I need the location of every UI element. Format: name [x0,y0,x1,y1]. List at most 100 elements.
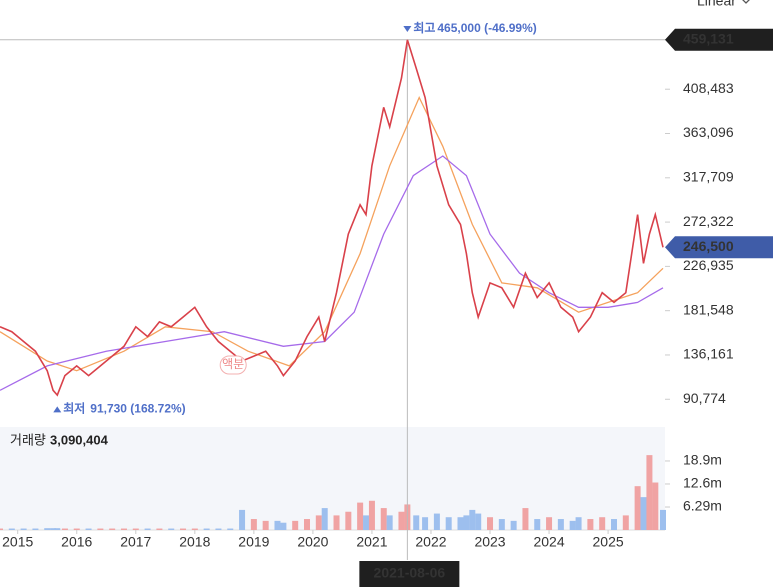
volume-bar [575,517,582,530]
volume-bar [345,511,352,530]
scale-chevron[interactable] [742,0,750,4]
x-tick-label: 2019 [238,534,269,550]
volume-bar [0,528,3,530]
crosshair-date-badge [359,561,460,587]
crosshair-price-label: 459,131 [683,30,734,46]
crosshair-price-badge [665,28,773,51]
volume-bar [239,509,246,530]
volume-bar [368,500,375,530]
volume-bar [457,517,464,530]
crosshair-date-label: 2021-08-06 [374,565,446,581]
volume-bar [646,455,653,530]
y-tick-label: 90,774 [683,390,726,406]
volume-bar [475,513,482,530]
x-tick-label: 2023 [474,534,505,550]
scale-toggle[interactable]: Linear [697,0,736,9]
price-line [0,39,664,397]
volume-bar [422,517,429,530]
volume-bar [522,508,529,530]
volume-bar [85,528,92,530]
volume-bar [20,528,27,530]
volume-bar [97,528,104,530]
high-text: 465,000 (-46.99%) [437,21,536,35]
volume-bar [132,528,139,530]
volume-bar [386,515,393,530]
y-tick-label: 136,161 [683,346,734,362]
volume-bar [587,519,594,530]
volume-bar [109,528,116,530]
volume-current: 3,090,404 [50,432,109,447]
volume-bar [32,528,39,530]
volume-bar [357,502,364,530]
last-price-label: 246,500 [683,238,734,254]
split-label: 액분 [222,357,244,371]
volume-bar [73,528,80,530]
volume-bar [274,520,281,530]
split-badge [219,355,247,375]
volume-title: 거래량 [10,432,46,447]
volume-tick-label: 18.9m [683,452,722,468]
volume-bar [557,519,564,530]
volume-bar [610,519,617,530]
volume-bar [433,513,440,530]
volume-bar [652,482,659,530]
volume-bar [333,515,340,530]
y-tick-label: 272,322 [683,213,734,229]
low-label: 최저 [63,401,85,416]
volume-panel [0,427,665,530]
volume-bar [413,515,420,530]
volume-bar [227,528,234,530]
y-tick-label: 408,483 [683,80,734,96]
x-tick-label: 2018 [179,534,210,550]
volume-bar [398,511,405,530]
volume-bar [469,509,476,530]
low-marker [53,406,62,413]
volume-bar [156,528,163,530]
x-tick-label: 2020 [297,534,328,550]
volume-bar [634,486,641,530]
x-tick-label: 2016 [61,534,92,550]
volume-tick-label: 6.29m [683,498,722,514]
volume-bar [180,528,187,530]
volume-bar [445,517,452,530]
volume-bar [380,508,387,530]
x-tick-label: 2021 [356,534,387,550]
volume-bar [487,517,494,530]
last-price-badge [665,236,773,259]
volume-bar [640,497,647,530]
volume-bar [303,519,310,530]
low-text: 91,730 (168.72%) [90,402,185,416]
volume-bar [292,520,299,530]
volume-bar [168,528,175,530]
volume-bar [463,515,470,530]
y-tick-label: 363,096 [683,124,734,140]
volume-bar [54,528,61,530]
x-tick-label: 2017 [120,534,151,550]
volume-bar [144,528,151,530]
y-tick-label: 226,935 [683,257,734,273]
volume-bar [315,515,322,530]
volume-bar [44,528,51,530]
volume-bar [363,515,370,530]
volume-bar [50,528,57,530]
volume-bar [250,519,257,530]
volume-bar [498,519,505,530]
volume-bar [262,520,269,530]
high-marker [403,26,412,33]
volume-bar [546,517,553,530]
volume-bar [8,528,15,530]
x-tick-label: 2015 [2,534,33,550]
volume-bar [321,508,328,530]
volume-bar [191,528,198,530]
volume-bar [215,528,222,530]
volume-bar [599,517,606,530]
moving-average [0,155,664,391]
y-tick-label: 181,548 [683,301,734,317]
volume-bar [660,509,666,530]
volume-bar [61,528,68,530]
x-tick-label: 2022 [415,534,446,550]
x-tick-label: 2024 [533,534,564,550]
volume-bar [510,520,517,530]
y-tick-label: 317,709 [683,169,734,185]
